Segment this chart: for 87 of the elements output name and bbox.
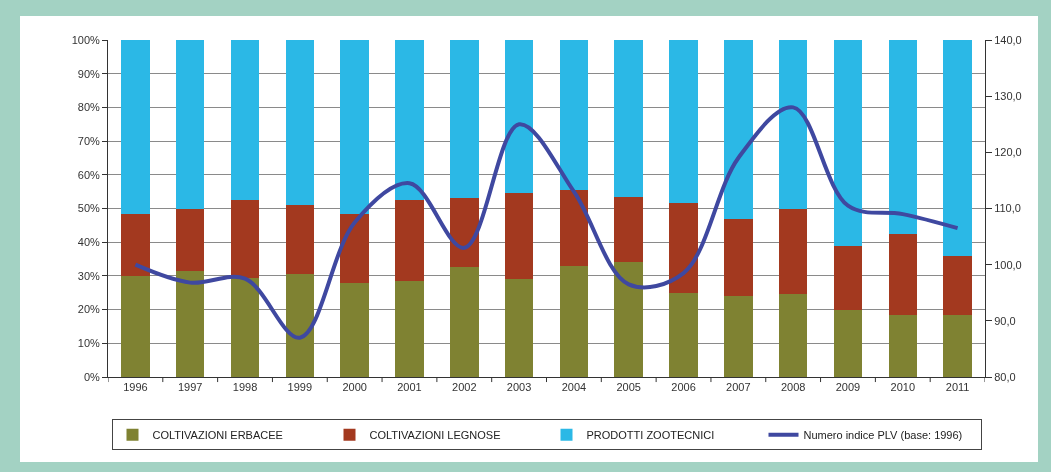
y2-tick-label: 120,0 [994, 146, 1022, 159]
bar [778, 208, 808, 295]
bar [943, 40, 972, 256]
bar [450, 40, 479, 199]
x-tick-label: 2011 [945, 381, 970, 394]
y-tick-label: 0% [83, 370, 101, 383]
bar [614, 40, 643, 197]
bar [395, 280, 424, 377]
y2-tick-label: 110,0 [994, 202, 1021, 215]
bar [285, 274, 315, 377]
bar [504, 279, 534, 377]
bar [943, 255, 972, 315]
bar [833, 40, 863, 246]
bar [888, 314, 918, 377]
line-series [133, 105, 960, 340]
y-tick-label: 40% [77, 236, 100, 249]
y-tick-label: 100% [71, 33, 101, 46]
bar [559, 40, 589, 190]
bar [230, 40, 260, 201]
bar [395, 200, 424, 281]
y-tick-label: 70% [77, 134, 100, 147]
x-tick-label: 2007 [726, 381, 751, 394]
x-tick-label: 2001 [397, 381, 422, 394]
x-tick-label: 1999 [287, 381, 313, 394]
x-tick-label: 1996 [123, 381, 148, 394]
bar [121, 213, 150, 276]
bar [614, 196, 643, 263]
bar [559, 265, 589, 377]
y-tick-label: 90% [77, 67, 100, 80]
y2-tick-label: 130,0 [994, 90, 1022, 103]
x-tick-label: 2006 [671, 381, 696, 394]
y2-tick-label: 100,0 [994, 258, 1022, 271]
legend-label: Numero indice PLV (base: 1996) [803, 428, 963, 441]
x-tick-label: 2005 [616, 381, 641, 394]
bar [340, 213, 369, 283]
bar [669, 203, 698, 293]
y-tick-label: 80% [77, 101, 100, 114]
bar [669, 40, 698, 204]
bar [778, 294, 808, 377]
y-tick-label: 60% [77, 168, 100, 181]
y-tick-label: 30% [77, 269, 100, 282]
bar [175, 208, 205, 271]
bar [614, 262, 643, 377]
bar [943, 314, 972, 377]
bar [778, 40, 808, 209]
legend-label: COLTIVAZIONI ERBACEE [152, 428, 283, 441]
bar [833, 245, 863, 310]
y-tick-label: 10% [77, 337, 100, 350]
y-tick-label: 50% [77, 202, 100, 215]
bar [724, 218, 753, 297]
bar [888, 40, 918, 234]
bar [121, 40, 150, 214]
x-tick-label: 2003 [506, 381, 532, 394]
bar [724, 40, 753, 219]
x-tick-label: 1998 [232, 381, 258, 394]
bar [504, 193, 534, 280]
bar [285, 40, 315, 206]
y2-tick-label: 140,0 [994, 33, 1022, 46]
bar [559, 189, 589, 266]
bar [395, 40, 424, 201]
bar [724, 296, 753, 377]
x-tick-label: 2000 [342, 381, 367, 394]
x-tick-label: 2004 [561, 381, 587, 394]
y2-tick-label: 90,0 [994, 314, 1016, 327]
y-tick-label: 20% [77, 303, 100, 316]
bar [230, 200, 260, 278]
bar [450, 198, 479, 268]
legend-label: PRODOTTI ZOOTECNICI [586, 428, 715, 441]
y2-tick-label: 80,0 [994, 370, 1016, 383]
bar [669, 292, 698, 377]
bar [888, 233, 918, 315]
x-tick-label: 1997 [177, 381, 203, 394]
legend-label: COLTIVAZIONI LEGNOSE [369, 428, 501, 441]
x-tick-label: 2010 [890, 381, 916, 394]
bar [450, 267, 479, 377]
x-tick-label: 2002 [452, 381, 477, 394]
bar [121, 275, 150, 377]
bar [504, 40, 534, 194]
bar [340, 40, 369, 214]
bar [175, 270, 205, 377]
bar [340, 282, 369, 377]
bar [175, 40, 205, 209]
bar [285, 205, 315, 275]
x-tick-label: 2008 [780, 381, 806, 394]
bar [833, 309, 863, 377]
x-tick-label: 2009 [835, 381, 861, 394]
bar [230, 277, 260, 377]
